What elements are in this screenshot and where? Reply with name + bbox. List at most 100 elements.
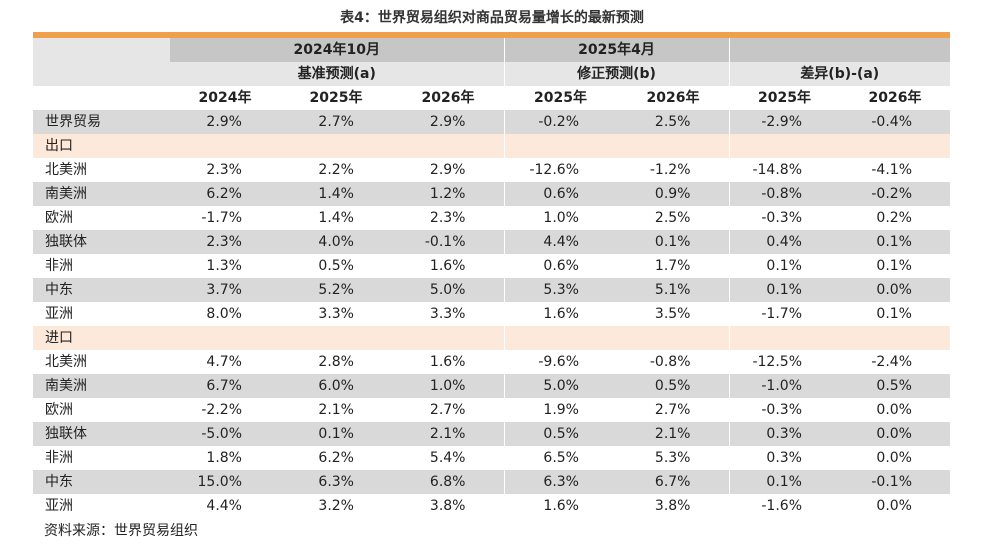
table-cell: 1.3%	[170, 254, 280, 278]
table-cell: 0.1%	[280, 422, 392, 446]
header-group-empty	[728, 38, 950, 62]
section-spacer	[840, 134, 950, 158]
table-cell: -0.3%	[728, 398, 840, 422]
table-cell: 2.7%	[280, 110, 392, 134]
table-row: 南美洲 6.7% 6.0% 1.0% 5.0% 0.5% -1.0% 0.5%	[33, 374, 950, 398]
header-year: 2024年	[170, 86, 280, 110]
section-spacer	[617, 134, 729, 158]
table-cell: 1.8%	[170, 446, 280, 470]
table-cell: 15.0%	[170, 470, 280, 494]
header-year: 2025年	[280, 86, 392, 110]
table-cell: 2.9%	[392, 110, 504, 134]
table-cell: 6.2%	[170, 182, 280, 206]
section-spacer	[728, 134, 840, 158]
table-cell: -14.8%	[728, 158, 840, 182]
table-cell: 8.0%	[170, 302, 280, 326]
table-cell: 2.1%	[617, 422, 729, 446]
section-row: 进口	[33, 326, 950, 350]
header-corner-2	[33, 62, 170, 86]
table-row: 亚洲 4.4% 3.2% 3.8% 1.6% 3.8% -1.6% 0.0%	[33, 494, 950, 518]
table-cell: 0.1%	[840, 302, 950, 326]
table-cell: 2.2%	[280, 158, 392, 182]
table-cell: -1.7%	[728, 302, 840, 326]
section-spacer	[280, 134, 392, 158]
table-cell: 0.0%	[840, 278, 950, 302]
row-label: 世界贸易	[33, 110, 170, 134]
table-cell: 6.8%	[392, 470, 504, 494]
table-cell: 0.6%	[503, 182, 617, 206]
header-group-oct-2024: 2024年10月	[170, 38, 504, 62]
table-row: 世界贸易 2.9% 2.7% 2.9% -0.2% 2.5% -2.9% -0.4%	[33, 110, 950, 134]
table-row: 非洲 1.8% 6.2% 5.4% 6.5% 5.3% 0.3% 0.0%	[33, 446, 950, 470]
table-cell: 5.0%	[392, 278, 504, 302]
table-cell: 1.7%	[617, 254, 729, 278]
row-label: 中东	[33, 470, 170, 494]
table-cell: 6.3%	[280, 470, 392, 494]
table-cell: 0.5%	[503, 422, 617, 446]
table-cell: 6.5%	[503, 446, 617, 470]
table-cell: 5.1%	[617, 278, 729, 302]
table-cell: 0.1%	[617, 230, 729, 254]
table-cell: 3.3%	[392, 302, 504, 326]
row-label: 独联体	[33, 422, 170, 446]
table-cell: -1.7%	[170, 206, 280, 230]
source-note: 资料来源：世界贸易组织	[44, 523, 198, 539]
header-year: 2026年	[392, 86, 504, 110]
section-spacer	[170, 134, 280, 158]
table-cell: 6.0%	[280, 374, 392, 398]
table-cell: 2.7%	[617, 398, 729, 422]
table-cell: 0.5%	[617, 374, 729, 398]
section-spacer	[617, 326, 729, 350]
table-cell: 2.3%	[170, 158, 280, 182]
table-cell: -0.2%	[840, 182, 950, 206]
table-cell: 5.2%	[280, 278, 392, 302]
table-cell: 0.1%	[840, 254, 950, 278]
table-cell: 6.2%	[280, 446, 392, 470]
table-cell: 2.1%	[392, 422, 504, 446]
header-year: 2025年	[729, 86, 840, 110]
table-cell: 1.0%	[392, 374, 504, 398]
table-cell: 2.5%	[617, 206, 729, 230]
table-cell: 5.3%	[617, 446, 729, 470]
table-cell: 0.3%	[728, 422, 840, 446]
header-corner	[33, 38, 170, 62]
table-cell: 4.0%	[280, 230, 392, 254]
table-cell: -0.1%	[392, 230, 504, 254]
table-cell: 0.4%	[728, 230, 840, 254]
table-cell: 3.8%	[392, 494, 504, 518]
table-row: 独联体 -5.0% 0.1% 2.1% 0.5% 2.1% 0.3% 0.0%	[33, 422, 950, 446]
table-cell: -1.2%	[617, 158, 729, 182]
table-cell: 1.4%	[280, 182, 392, 206]
row-label: 欧洲	[33, 398, 170, 422]
table-cell: 3.2%	[280, 494, 392, 518]
table-cell: 0.6%	[503, 254, 617, 278]
section-spacer	[728, 326, 840, 350]
section-spacer	[840, 326, 950, 350]
table-row: 中东 3.7% 5.2% 5.0% 5.3% 5.1% 0.1% 0.0%	[33, 278, 950, 302]
table-row: 独联体 2.3% 4.0% -0.1% 4.4% 0.1% 0.4% 0.1%	[33, 230, 950, 254]
forecast-table: 2024年10月 2025年4月 基准预测(a) 修正预测(b) 差异(b)-(…	[33, 38, 950, 518]
row-label: 南美洲	[33, 374, 170, 398]
table-cell: -0.8%	[728, 182, 840, 206]
row-label: 亚洲	[33, 302, 170, 326]
table-cell: 6.7%	[170, 374, 280, 398]
table-cell: 0.2%	[840, 206, 950, 230]
table-cell: 4.7%	[170, 350, 280, 374]
row-label: 非洲	[33, 254, 170, 278]
table-cell: -0.2%	[503, 110, 617, 134]
section-row: 出口	[33, 134, 950, 158]
header-accent-bar	[33, 32, 950, 38]
table-row: 非洲 1.3% 0.5% 1.6% 0.6% 1.7% 0.1% 0.1%	[33, 254, 950, 278]
table-cell: 1.4%	[280, 206, 392, 230]
table-row: 欧洲 -2.2% 2.1% 2.7% 1.9% 2.7% -0.3% 0.0%	[33, 398, 950, 422]
table-cell: 2.3%	[170, 230, 280, 254]
table-cell: 1.6%	[392, 254, 504, 278]
table-cell: 1.0%	[503, 206, 617, 230]
section-spacer	[392, 134, 504, 158]
header-corner-3	[33, 86, 170, 110]
table-cell: 0.0%	[840, 422, 950, 446]
table-cell: -0.1%	[840, 470, 950, 494]
table-cell: 2.8%	[280, 350, 392, 374]
table-cell: -1.0%	[728, 374, 840, 398]
header-group-apr-2025: 2025年4月	[503, 38, 729, 62]
